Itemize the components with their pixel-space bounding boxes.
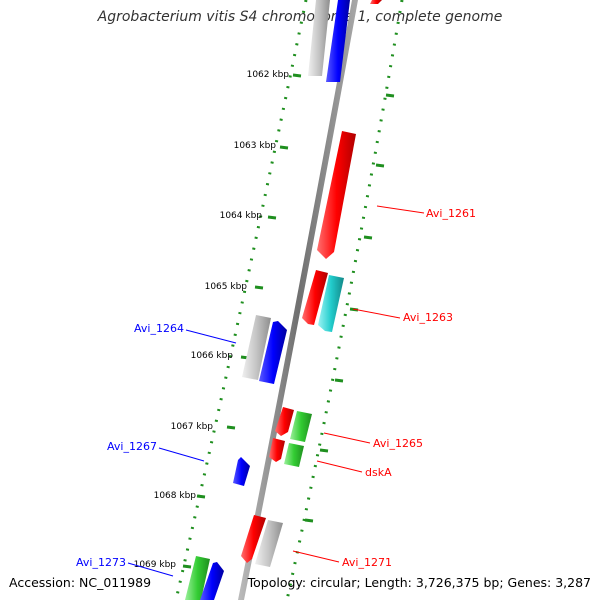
gene-label[interactable]: Avi_1264 [134, 322, 184, 335]
accession-text: Accession: NC_011989 [9, 575, 152, 590]
gene-dska[interactable] [269, 438, 285, 462]
chromosome-backbone [238, 0, 358, 600]
scale-label: 1069 kbp [134, 560, 177, 570]
gene-label[interactable]: Avi_1265 [373, 437, 423, 450]
scale-label: 1067 kbp [171, 422, 214, 432]
gene-avi-1273-green[interactable] [185, 556, 210, 600]
scale-ring-inner [174, 0, 308, 600]
gene-label[interactable]: Avi_1273 [76, 556, 126, 569]
gene-avi-1267[interactable] [233, 457, 250, 486]
gene-block[interactable] [370, 0, 382, 4]
label-leaders [127, 205, 425, 577]
gene-avi-1264-grey[interactable] [242, 315, 271, 380]
gene-block[interactable] [326, 0, 350, 82]
gene-label[interactable]: Avi_1267 [107, 440, 157, 453]
gene-avi-1271-grey[interactable] [255, 520, 283, 567]
topology-text: Topology: circular; Length: 3,726,375 bp… [247, 575, 591, 590]
gene-avi-1263-cyan[interactable] [318, 275, 344, 332]
scale-label: 1063 kbp [234, 141, 277, 151]
scale-ticks [182, 73, 395, 569]
scale-label: 1065 kbp [205, 282, 248, 292]
gene-dska-green[interactable] [284, 443, 304, 467]
gene-block[interactable] [308, 0, 330, 76]
scale-ring-outer [285, 0, 404, 600]
gene-avi-1261[interactable] [317, 131, 356, 259]
gene-label[interactable]: Avi_1271 [342, 556, 392, 569]
gene-label[interactable]: Avi_1263 [403, 311, 453, 324]
gene-avi-1271[interactable] [241, 515, 266, 563]
gene-label[interactable]: dskA [365, 466, 392, 479]
scale-label: 1064 kbp [220, 211, 263, 221]
gene-avi-1265-green[interactable] [290, 411, 312, 442]
scale-label: 1062 kbp [247, 70, 290, 80]
gene-features [185, 0, 382, 600]
gene-label[interactable]: Avi_1261 [426, 207, 476, 220]
gene-avi-1265[interactable] [275, 407, 294, 436]
gene-avi-1263[interactable] [302, 270, 328, 325]
scale-label: 1066 kbp [191, 351, 234, 361]
scale-label: 1068 kbp [154, 491, 197, 501]
gene-avi-1264[interactable] [259, 321, 287, 384]
gene-avi-1273[interactable] [200, 562, 224, 600]
